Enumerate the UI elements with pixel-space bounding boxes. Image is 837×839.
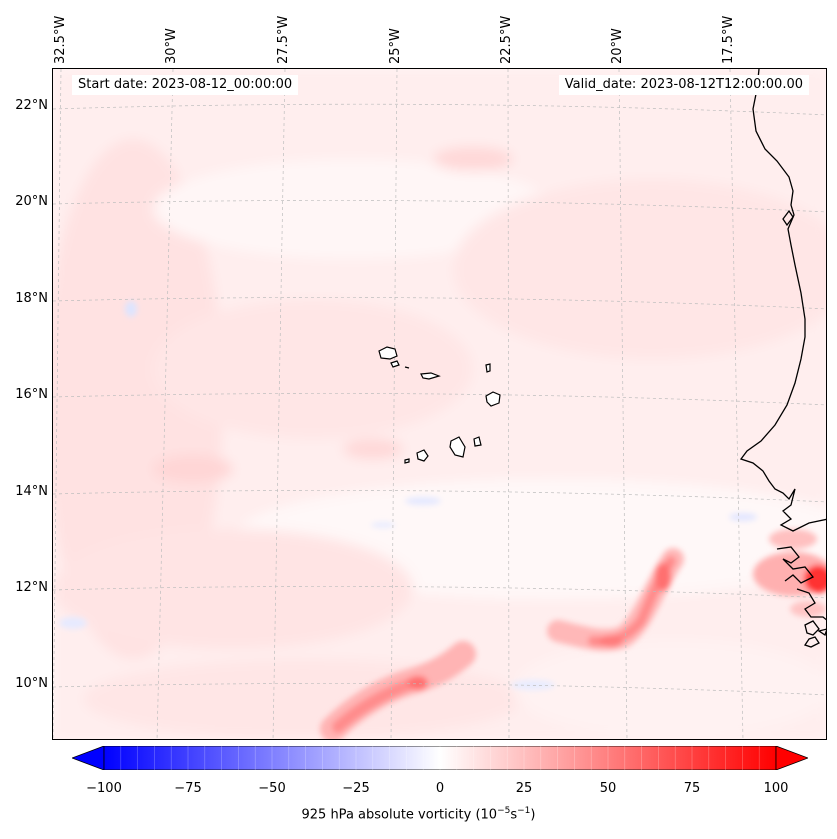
lon-label-25w: 25°W bbox=[388, 28, 403, 64]
colorbar-title-exp1: −5 bbox=[497, 806, 511, 816]
lon-label-32-5w: 32.5°W bbox=[53, 15, 68, 64]
positive-vorticity-bands bbox=[320, 529, 826, 739]
lat-label-22n: 22°N bbox=[15, 98, 48, 113]
graticule bbox=[53, 69, 826, 739]
colorbar-tick-label: −100 bbox=[86, 781, 122, 796]
colorbar-tick-label: 50 bbox=[599, 781, 617, 796]
colorbar-tick-label: 0 bbox=[435, 781, 445, 796]
africa-coastline bbox=[739, 69, 826, 648]
colorbar-title: 925 hPa absolute vorticity (10−5s−1) bbox=[0, 806, 837, 822]
colorbar-tick-label: −75 bbox=[174, 781, 202, 796]
colorbar-title-prefix: 925 hPa absolute vorticity (10 bbox=[301, 807, 498, 823]
colorbar-tick-label: 75 bbox=[683, 781, 701, 796]
vorticity-field bbox=[53, 69, 826, 739]
lon-label-27-5w: 27.5°W bbox=[276, 15, 291, 64]
colorbar-max-extend bbox=[775, 746, 808, 770]
colorbar-title-mid: s bbox=[510, 807, 518, 823]
colorbar-tick-label: −50 bbox=[258, 781, 286, 796]
colorbar-gradient bbox=[103, 746, 777, 770]
start-date-label: Start date: 2023-08-12_00:00:00 bbox=[72, 75, 299, 95]
lon-label-17-5w: 17.5°W bbox=[721, 15, 736, 64]
colorbar-tick-label: −25 bbox=[342, 781, 370, 796]
colorbar-title-exp2: −1 bbox=[517, 806, 531, 816]
vorticity-map[interactable] bbox=[52, 68, 827, 740]
lat-label-16n: 16°N bbox=[15, 387, 48, 402]
colorbar-min-extend bbox=[72, 746, 105, 770]
lat-label-18n: 18°N bbox=[15, 291, 48, 306]
lon-label-20w: 20°W bbox=[610, 28, 625, 64]
cape-verde-islands bbox=[378, 346, 501, 464]
lat-label-14n: 14°N bbox=[15, 484, 48, 499]
valid-date-label: Valid_date: 2023-08-12T12:00:00.00 bbox=[558, 75, 809, 95]
colorbar-title-suffix: ) bbox=[530, 807, 536, 823]
map-canvas bbox=[53, 69, 826, 739]
lon-label-22-5w: 22.5°W bbox=[499, 15, 514, 64]
lat-label-12n: 12°N bbox=[15, 580, 48, 595]
lat-label-10n: 10°N bbox=[15, 676, 48, 691]
lat-label-20n: 20°N bbox=[15, 194, 48, 209]
colorbar-tick-label: 100 bbox=[763, 781, 789, 796]
colorbar-tick-label: 25 bbox=[515, 781, 533, 796]
lon-label-30w: 30°W bbox=[164, 28, 179, 64]
colorbar bbox=[72, 746, 808, 770]
